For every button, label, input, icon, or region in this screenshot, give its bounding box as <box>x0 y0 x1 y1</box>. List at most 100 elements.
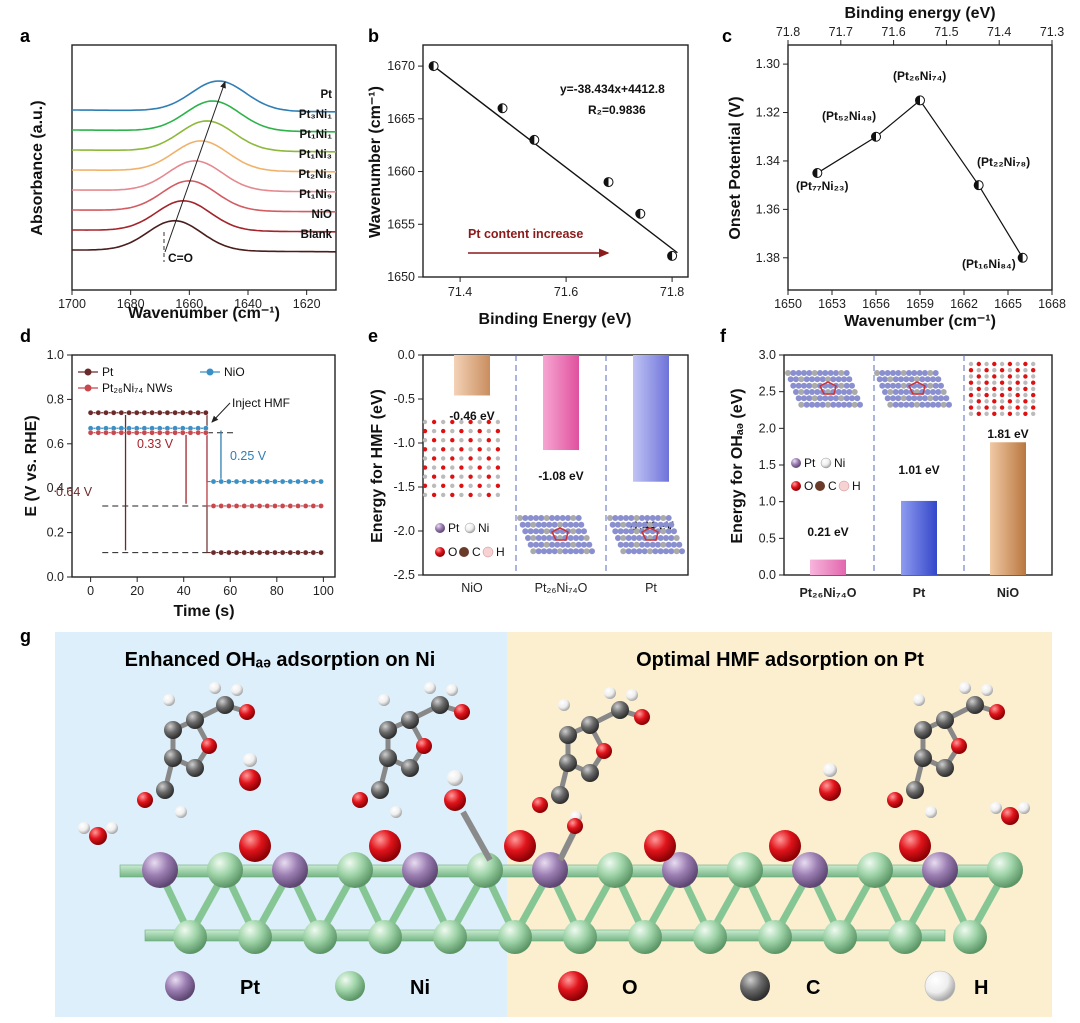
atom-pe-struct3 <box>641 521 648 528</box>
panel-d-ylabel: E (V vs. RHE) <box>23 415 40 516</box>
atom-pe-struct2 <box>559 515 566 521</box>
atom-pe-struct1 <box>459 428 464 434</box>
atom-pe-struct1 <box>422 456 428 461</box>
marker-d-pt <box>195 409 201 416</box>
atom-pf-struct3 <box>1023 380 1028 385</box>
panel-g-left-bg <box>55 632 507 1017</box>
mol-o <box>989 704 1005 720</box>
marker-d-pt26ni74nws <box>264 503 271 509</box>
pt-atom <box>142 852 178 888</box>
ftir-curve-pt <box>72 80 336 113</box>
atom-pf-struct1 <box>835 389 842 395</box>
tick-label-pe-ticks--1.5: -1.5 <box>393 480 415 494</box>
ni-atom <box>207 852 243 888</box>
atom-pf-struct3 <box>1031 411 1036 416</box>
atom-pf-struct3 <box>1007 392 1013 398</box>
atom-pe-struct1 <box>477 438 482 443</box>
panel-a-ftir: 1700 1680 1660 1640 1620 Pt Pt₃Ni₁ Pt₁Ni₁ Pt₁Ni… <box>29 44 337 322</box>
shift-arrow <box>164 81 226 253</box>
atom-pe-struct3 <box>620 521 627 528</box>
tick-label-b-x-71.8: 71.8 <box>660 285 684 299</box>
atom-pe-struct1 <box>422 428 428 434</box>
atom-pf-struct1 <box>846 389 853 395</box>
atom-pe-struct1 <box>450 492 455 498</box>
marker-d-pt <box>295 549 301 556</box>
atom-pe-struct1 <box>431 465 437 470</box>
legend-f-pt: Pt <box>804 456 816 470</box>
atom-pf-struct3 <box>992 368 997 373</box>
tick-label-c-y-1.3: 1.30 <box>756 57 780 71</box>
pt-content-annotation: Pt content increase <box>468 227 583 241</box>
atom-pe-struct3 <box>615 521 621 528</box>
tick-label-d-y-0.4: 0.4 <box>47 481 64 495</box>
panel-label-c: c <box>722 26 732 46</box>
atom-pf-struct3 <box>1015 405 1020 410</box>
panel-f-structure-ptnio <box>785 370 863 408</box>
marker-d-pt26ni74nws <box>195 429 201 436</box>
panel-label-g: g <box>20 626 31 646</box>
atom-pe-struct2 <box>527 541 534 548</box>
atom-pe-struct2 <box>530 521 537 528</box>
atom-pe-struct3 <box>647 548 653 555</box>
atom-pf-struct3 <box>1023 399 1028 404</box>
atom-pf-struct3 <box>976 411 981 416</box>
atom-pf-struct3 <box>984 374 989 379</box>
legend-e-pt: Pt <box>448 521 460 535</box>
atom-pe-struct1 <box>422 438 428 443</box>
marker-d-pt26ni74nws <box>318 503 324 509</box>
atom-pf-struct1 <box>806 395 813 402</box>
atom-pf-struct1 <box>825 376 831 383</box>
atom-pf-struct3 <box>976 374 981 379</box>
panel-c-onset: 1650 1653 1656 1659 1662 1665 1668 71.8 71.7 71.6… <box>727 5 1066 330</box>
tick-label-pe-ticks--2.5: -2.5 <box>393 568 415 582</box>
adsorbate-pe-struct2 <box>550 527 569 541</box>
tick-label-b-y-1660: 1660 <box>387 165 415 179</box>
label-pt52ni48: (Pt₅₂Ni₄₈) <box>822 109 876 123</box>
atom-pf-struct2 <box>924 401 931 408</box>
marker-d-nio <box>210 478 217 485</box>
atom-pe-struct2 <box>559 541 566 548</box>
atom-pf-struct2 <box>887 389 894 395</box>
legend-ptni-marker <box>84 384 92 392</box>
atom-pf-struct2 <box>935 389 942 395</box>
atom-pf-struct3 <box>1015 399 1020 404</box>
tick-label-a-1640: 1640 <box>234 297 262 311</box>
legend-f-o: O <box>804 479 813 493</box>
marker-d-pt26ni74nws <box>172 429 178 436</box>
atom-pf-struct3 <box>992 411 997 416</box>
mol-c <box>966 696 984 714</box>
panel-d-xlabel: Time (s) <box>173 603 234 620</box>
legend-c-atom <box>459 547 469 557</box>
atom-pf-struct3 <box>968 368 974 373</box>
atom-pe-struct2 <box>551 521 558 528</box>
legend-e-h: H <box>496 545 505 559</box>
atom-pf-struct1 <box>790 370 797 376</box>
mol-c <box>164 749 182 767</box>
mol-h <box>378 694 390 706</box>
panel-b-fit-line <box>433 65 678 254</box>
panel-g-schematic: Enhanced OHₐₔ adsorption on Ni Optimal H… <box>55 632 1052 1017</box>
atom-pe-struct3 <box>665 528 672 535</box>
atom-pf-struct3 <box>984 380 989 385</box>
legend-a-pt1ni9: Pt₁Ni₉ <box>299 189 332 201</box>
label-pt77ni23: (Pt₇₇Ni₂₃) <box>796 179 848 193</box>
atom-pe-struct3 <box>631 535 637 541</box>
tick-label-pf-ticks-0: 0.0 <box>759 568 776 582</box>
tick-label-a-1620: 1620 <box>293 297 321 311</box>
tick-label-c-y-1.34: 1.34 <box>756 154 780 168</box>
atom-pf-struct3 <box>992 405 997 410</box>
atom-pf-struct2 <box>908 376 915 383</box>
atom-pe-struct2 <box>522 528 529 535</box>
atom-pe-struct1 <box>468 456 473 461</box>
water-o <box>1001 807 1019 825</box>
o-atom <box>899 830 931 862</box>
atom-pf-struct2 <box>892 389 899 395</box>
legend-pt-marker <box>84 368 92 376</box>
ni-atom <box>823 920 857 954</box>
adsorbate-pe-struct3 <box>640 527 659 541</box>
legend-pt: Pt <box>102 365 114 379</box>
atom-pe-struct2 <box>567 548 574 555</box>
bottom-rod <box>144 929 946 942</box>
